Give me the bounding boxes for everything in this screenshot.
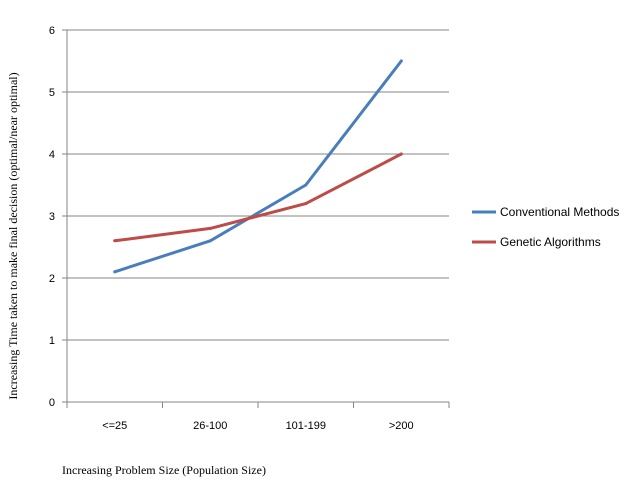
gridlines xyxy=(67,29,449,341)
series-point-1 xyxy=(208,226,212,230)
legend-label: Genetic Algorithms xyxy=(500,235,601,249)
y-tick-label: 0 xyxy=(49,397,55,409)
axes xyxy=(62,29,450,408)
y-tick-labels: 0 1 2 3 4 5 6 xyxy=(49,25,55,409)
legend: Conventional Methods Genetic Algorithms xyxy=(472,205,619,249)
series-point-0 xyxy=(399,59,403,63)
y-tick-label: 1 xyxy=(49,335,55,347)
series-point-1 xyxy=(304,202,308,206)
y-tick-label: 5 xyxy=(49,87,55,99)
series-point-1 xyxy=(113,239,117,243)
x-tick-labels: <=25 26-100 101-199 >200 xyxy=(102,420,413,432)
y-tick-label: 4 xyxy=(49,149,55,161)
y-tick-label: 3 xyxy=(49,211,55,223)
series-line-0 xyxy=(113,59,403,274)
y-tick-label: 2 xyxy=(49,273,55,285)
x-axis-label: Increasing Problem Size (Population Size… xyxy=(62,463,266,477)
y-tick-label: 6 xyxy=(49,25,55,37)
x-tick-label: <=25 xyxy=(102,420,127,432)
x-tick-label: >200 xyxy=(389,420,414,432)
series-point-0 xyxy=(113,270,117,274)
series-point-0 xyxy=(208,239,212,243)
y-axis-label: Increasing Time taken to make final deci… xyxy=(6,72,20,399)
x-tick-label: 26-100 xyxy=(193,420,227,432)
series-point-0 xyxy=(304,183,308,187)
series-line-1 xyxy=(113,152,403,243)
series-lines xyxy=(113,59,403,274)
legend-label: Conventional Methods xyxy=(500,205,619,219)
series-point-1 xyxy=(399,152,403,156)
x-tick-label: 101-199 xyxy=(286,420,326,432)
